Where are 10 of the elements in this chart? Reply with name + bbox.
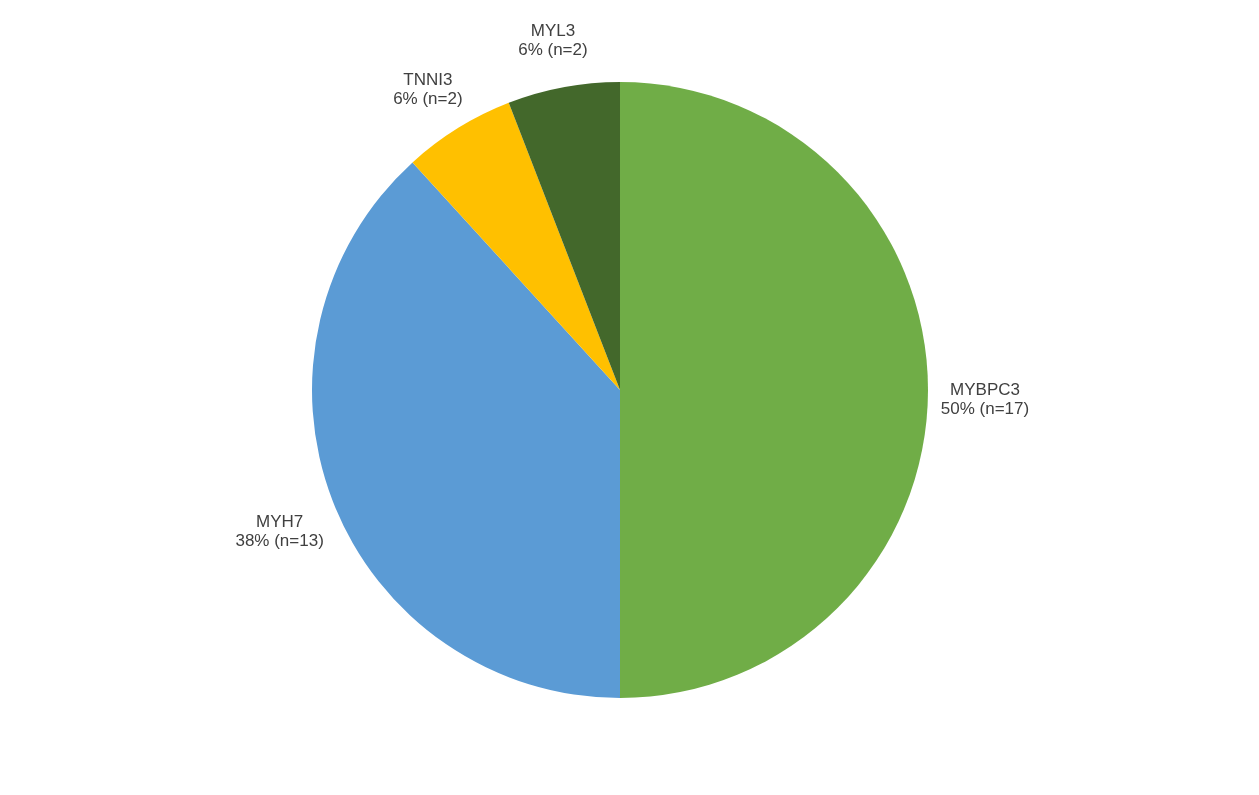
slice-label: MYBPC3 [950, 380, 1020, 399]
data-label: 38% (n=13) [235, 530, 324, 550]
slice-label: TNNI3 [403, 69, 453, 89]
pie-slice [508, 82, 620, 390]
data-label: 6% (n=2) [518, 40, 588, 60]
slice-label: MYH7 [256, 511, 304, 531]
data-label: 6% (n=2) [393, 88, 463, 108]
pie-slice [620, 82, 928, 698]
slice-label: MYL3 [530, 21, 576, 41]
data-label: 50% (n=17) [940, 399, 1030, 418]
